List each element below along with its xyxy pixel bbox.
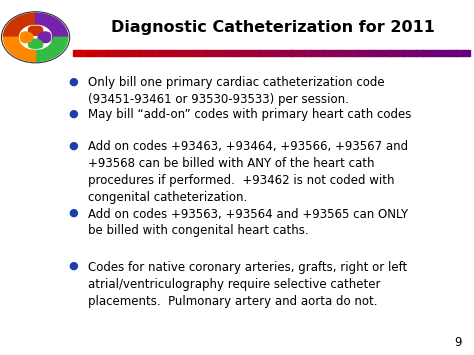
Bar (133, 50, 140, 56)
Bar (113, 50, 120, 56)
Bar (245, 50, 252, 56)
Bar (146, 50, 153, 56)
Bar (73, 50, 81, 56)
Circle shape (19, 32, 33, 43)
Bar (350, 50, 357, 56)
Text: Codes for native coronary arteries, grafts, right or left
atrial/ventriculograph: Codes for native coronary arteries, graf… (88, 261, 407, 307)
Bar (449, 50, 456, 56)
Bar (258, 50, 265, 56)
Bar (390, 50, 397, 56)
Bar (370, 50, 377, 56)
Text: Add on codes +93563, +93564 and +93565 can ONLY
be billed with congenital heart : Add on codes +93563, +93564 and +93565 c… (88, 208, 408, 237)
Bar (304, 50, 311, 56)
Wedge shape (3, 13, 36, 37)
Bar (232, 50, 239, 56)
Bar (456, 50, 463, 56)
Bar (186, 50, 192, 56)
Bar (179, 50, 186, 56)
Bar (284, 50, 292, 56)
Wedge shape (36, 13, 68, 37)
Text: ●: ● (69, 261, 78, 271)
Bar (423, 50, 430, 56)
Bar (344, 50, 351, 56)
Bar (463, 50, 470, 56)
Text: ●: ● (69, 140, 78, 150)
Bar (126, 50, 133, 56)
Bar (192, 50, 199, 56)
Text: Only bill one primary cardiac catheterization code
(93451-93461 or 93530-93533) : Only bill one primary cardiac catheteriz… (88, 76, 384, 106)
Bar (417, 50, 424, 56)
Bar (357, 50, 364, 56)
Bar (278, 50, 285, 56)
Bar (100, 50, 107, 56)
Bar (159, 50, 166, 56)
Bar (219, 50, 226, 56)
Bar (80, 50, 87, 56)
Bar (271, 50, 278, 56)
Wedge shape (36, 37, 68, 61)
Bar (205, 50, 212, 56)
Wedge shape (3, 37, 36, 61)
Bar (383, 50, 391, 56)
Bar (252, 50, 259, 56)
Text: May bill “add-on” codes with primary heart cath codes: May bill “add-on” codes with primary hea… (88, 108, 411, 121)
Circle shape (28, 25, 43, 36)
Text: Add on codes +93463, +93464, +93566, +93567 and
+93568 can be billed with ANY of: Add on codes +93463, +93464, +93566, +93… (88, 140, 408, 204)
Bar (397, 50, 404, 56)
Bar (311, 50, 318, 56)
Circle shape (19, 25, 52, 49)
Bar (87, 50, 94, 56)
Bar (199, 50, 206, 56)
Bar (119, 50, 127, 56)
Bar (173, 50, 180, 56)
Text: ●: ● (69, 208, 78, 218)
Bar (93, 50, 100, 56)
Bar (377, 50, 384, 56)
Bar (225, 50, 232, 56)
Bar (429, 50, 437, 56)
Bar (337, 50, 345, 56)
Bar (410, 50, 417, 56)
Bar (153, 50, 160, 56)
Circle shape (38, 32, 52, 43)
Text: Diagnostic Catheterization for 2011: Diagnostic Catheterization for 2011 (110, 20, 435, 34)
Bar (298, 50, 305, 56)
Bar (265, 50, 272, 56)
Bar (436, 50, 443, 56)
Bar (238, 50, 246, 56)
Bar (107, 50, 113, 56)
Bar (443, 50, 450, 56)
Circle shape (28, 39, 43, 50)
Bar (291, 50, 298, 56)
Bar (324, 50, 331, 56)
Bar (403, 50, 410, 56)
Circle shape (1, 12, 70, 63)
Text: ●: ● (69, 108, 78, 118)
Bar (331, 50, 338, 56)
Text: 9: 9 (455, 335, 462, 349)
Bar (212, 50, 219, 56)
Text: ●: ● (69, 76, 78, 86)
Bar (166, 50, 173, 56)
Bar (364, 50, 371, 56)
Bar (139, 50, 146, 56)
Bar (318, 50, 325, 56)
